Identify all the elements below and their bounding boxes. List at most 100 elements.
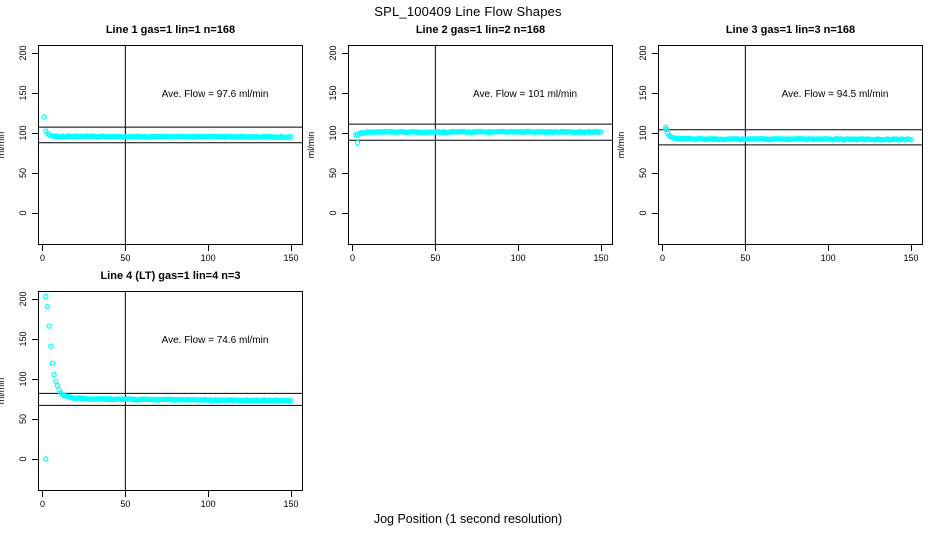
data-point — [288, 133, 294, 140]
y-tick-mark — [32, 212, 38, 214]
panel-line-1: Line 1 gas=1 lin=1 n=168 ml/min 0 50 100 150 2… — [0, 24, 303, 263]
y-tick-label: 150 — [18, 331, 28, 347]
x-tick-label: 100 — [510, 253, 526, 263]
panel-title: Line 1 gas=1 lin=1 n=168 — [105, 24, 236, 36]
y-tick-label: 0 — [328, 210, 338, 216]
y-tick-mark — [32, 378, 38, 380]
data-point — [444, 129, 450, 136]
x-tick-label: 150 — [903, 253, 919, 263]
y-tick-mark — [32, 298, 38, 300]
y-tick-mark — [342, 92, 348, 94]
data-point — [228, 134, 235, 140]
y-tick-mark — [342, 132, 348, 134]
x-tick-label: 50 — [430, 253, 441, 263]
x-tick-mark — [207, 245, 209, 251]
x-tick-mark — [124, 245, 126, 251]
data-point — [154, 133, 160, 140]
x-tick-mark — [600, 245, 602, 251]
data-point — [825, 136, 831, 142]
y-tick-mark — [32, 458, 38, 460]
data-point — [565, 128, 571, 135]
x-tick-mark — [290, 491, 292, 497]
x-tick-mark — [352, 245, 353, 251]
panel-title: Line 3 gas=1 lin=3 n=168 — [725, 24, 856, 36]
y-tick-label: 50 — [638, 167, 648, 179]
y-tick-label: 0 — [18, 456, 28, 462]
x-tick-label: 100 — [200, 253, 216, 263]
data-point — [598, 129, 604, 135]
x-tick-mark — [744, 245, 746, 251]
x-tick-label: 0 — [659, 253, 666, 263]
panel-line-3: Line 3 gas=1 lin=3 n=168 ml/min 0 50 100 150 2… — [616, 24, 923, 263]
x-tick-mark — [207, 491, 209, 497]
x-tick-label: 150 — [593, 253, 609, 263]
x-tick-label: 150 — [283, 499, 299, 509]
y-tick-label: 150 — [18, 85, 28, 101]
x-tick-mark — [434, 245, 436, 251]
ave-flow-annotation: Ave. Flow = 74.6 ml/min — [162, 335, 269, 346]
plot-area: Ave. Flow = 97.6 ml/min — [38, 45, 303, 245]
data-point — [69, 395, 76, 401]
y-tick-mark — [32, 52, 38, 54]
data-point — [46, 323, 52, 329]
y-tick-mark — [652, 172, 658, 174]
data-point — [53, 378, 59, 385]
panel-title: Line 2 gas=1 lin=2 n=168 — [415, 24, 546, 36]
y-tick-label: 100 — [638, 125, 648, 141]
y-tick-mark — [32, 338, 38, 340]
x-tick-label: 100 — [200, 499, 216, 509]
ave-flow-annotation: Ave. Flow = 97.6 ml/min — [162, 89, 269, 100]
y-axis-label: ml/min — [616, 131, 626, 159]
y-tick-label: 50 — [328, 167, 338, 179]
x-tick-mark — [662, 245, 663, 251]
x-tick-label: 50 — [120, 253, 131, 263]
y-tick-mark — [32, 418, 38, 420]
y-tick-label: 100 — [18, 371, 28, 387]
panel-line-2: Line 2 gas=1 lin=2 n=168 ml/min 0 50 100 150 2… — [306, 24, 613, 263]
data-point — [721, 136, 727, 143]
x-tick-mark — [42, 245, 43, 251]
x-tick-label: 50 — [740, 253, 751, 263]
y-axis-label: ml/min — [0, 377, 6, 405]
data-point — [41, 114, 47, 120]
y-tick-label: 150 — [328, 85, 338, 101]
x-tick-label: 0 — [39, 253, 46, 263]
y-tick-label: 100 — [328, 125, 338, 141]
data-point — [716, 136, 722, 143]
data-point — [48, 343, 54, 349]
data-point — [571, 129, 578, 135]
x-tick-label: 50 — [120, 499, 131, 509]
data-point — [109, 396, 115, 403]
y-tick-label: 50 — [18, 167, 28, 179]
ave-flow-annotation: Ave. Flow = 101 ml/min — [473, 89, 577, 100]
x-tick-label: 0 — [39, 499, 46, 509]
x-tick-mark — [910, 245, 912, 251]
x-axis-title: Jog Position (1 second resolution) — [373, 512, 563, 526]
x-tick-mark — [517, 245, 519, 251]
data-point — [145, 134, 152, 140]
panel-title: Line 4 (LT) gas=1 lin=4 n=3 — [100, 270, 241, 282]
data-point — [119, 134, 125, 140]
x-tick-mark — [827, 245, 829, 251]
data-point — [43, 293, 49, 300]
data-point — [288, 398, 294, 404]
y-tick-mark — [652, 92, 658, 94]
panel-line-4: Line 4 (LT) gas=1 lin=4 n=3 ml/min 0 50 100 1… — [0, 270, 303, 509]
plot-border — [38, 45, 303, 245]
plot-border — [348, 45, 613, 245]
x-tick-mark — [124, 491, 126, 497]
y-tick-mark — [652, 52, 658, 54]
data-point — [49, 360, 56, 367]
y-tick-label: 0 — [638, 210, 648, 216]
y-tick-label: 0 — [18, 210, 28, 216]
data-point — [273, 134, 279, 140]
data-point — [790, 136, 797, 142]
y-tick-label: 100 — [18, 125, 28, 141]
ave-flow-annotation: Ave. Flow = 94.5 ml/min — [782, 89, 889, 100]
data-point — [266, 133, 273, 140]
data-point — [159, 396, 165, 403]
x-tick-mark — [290, 245, 292, 251]
y-tick-mark — [652, 132, 658, 134]
y-tick-mark — [32, 172, 38, 174]
